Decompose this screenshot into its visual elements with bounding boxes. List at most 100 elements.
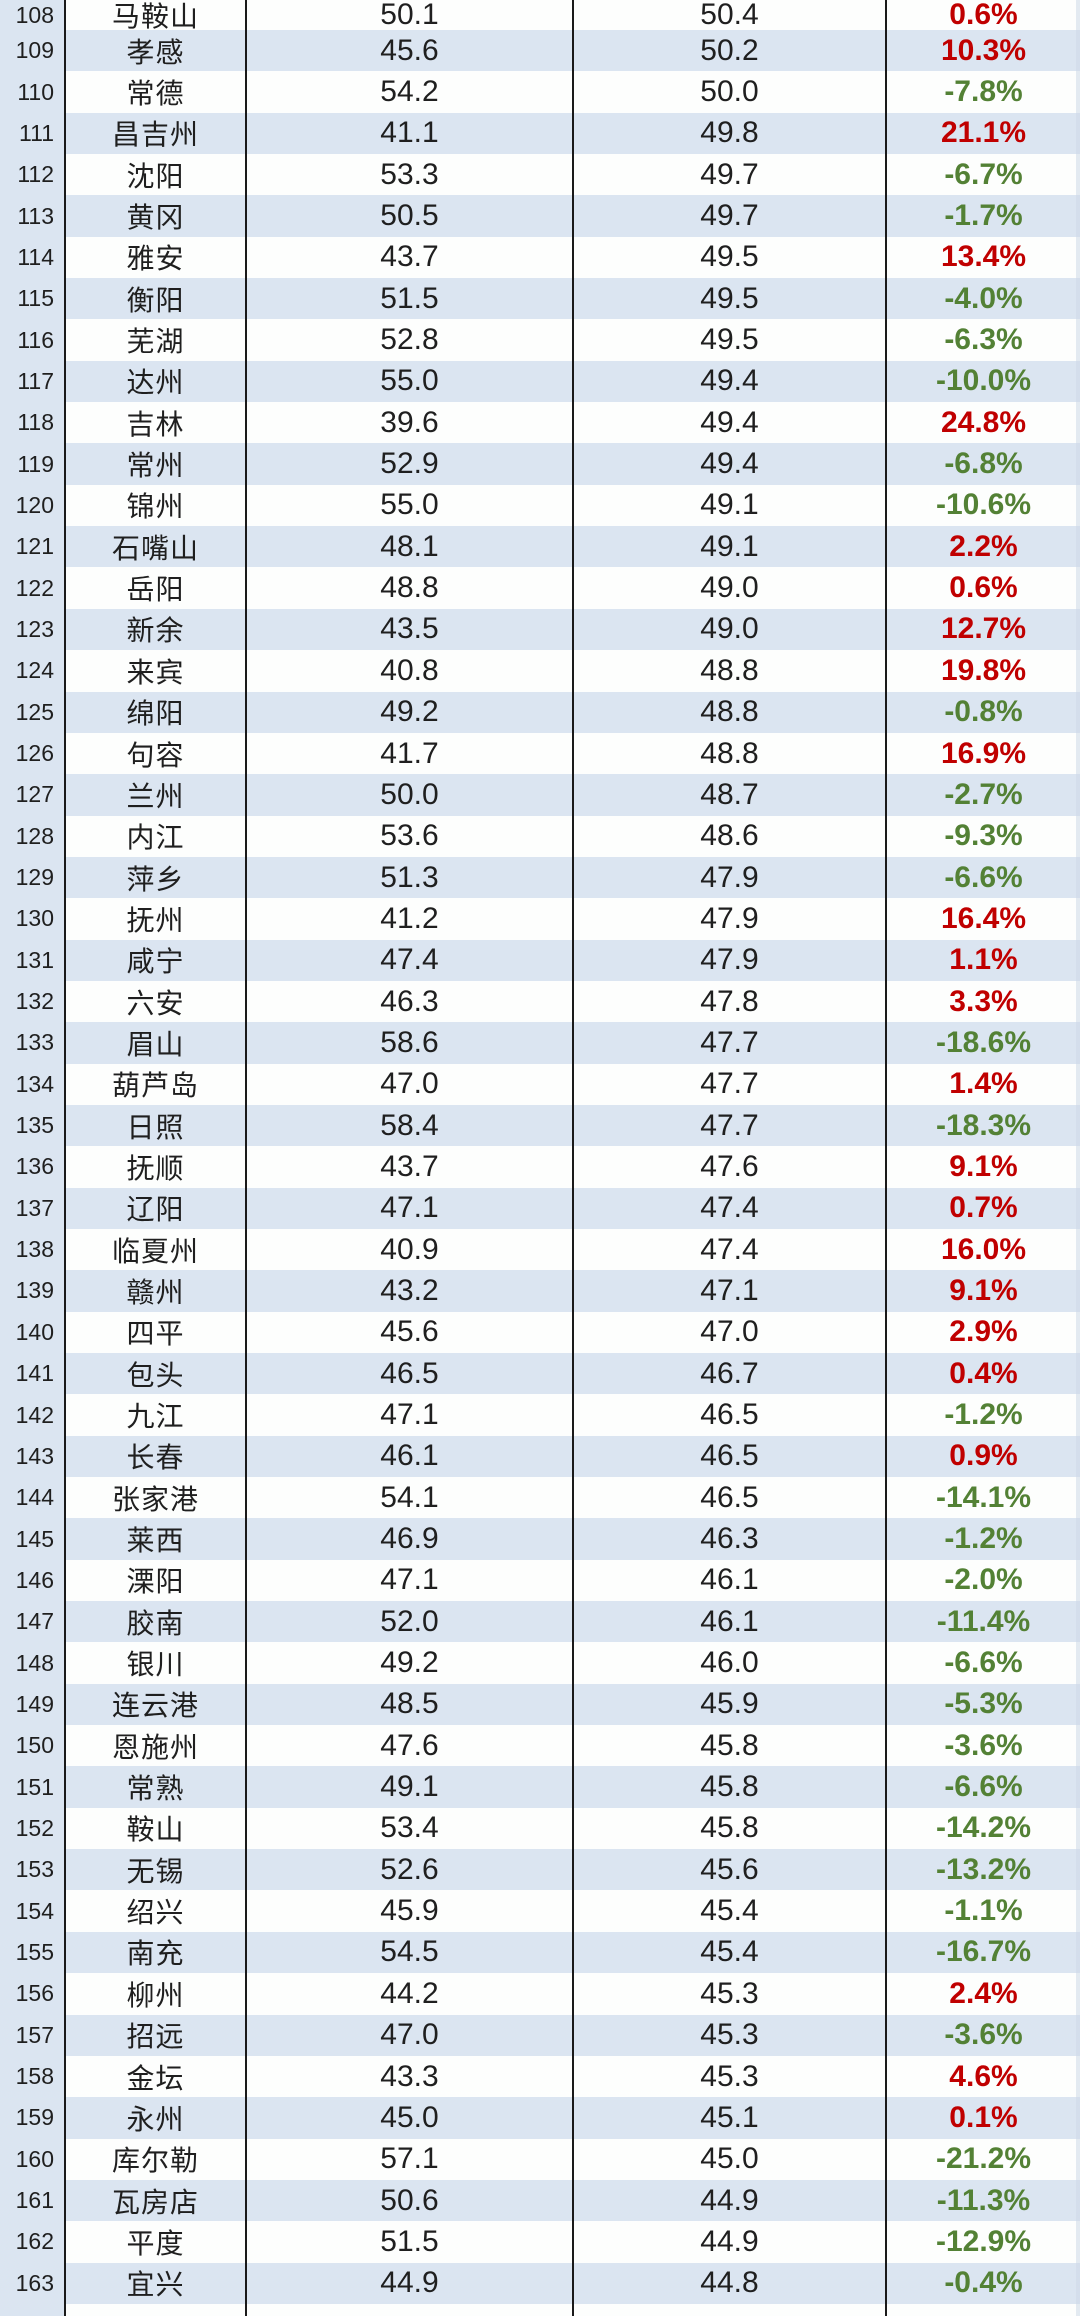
value2-cell: 47.4 bbox=[572, 1228, 885, 1271]
city-cell: 达州 bbox=[64, 360, 245, 403]
percent-change-cell: -6.6% bbox=[885, 1766, 1080, 1808]
city-cell: 日照 bbox=[64, 1104, 245, 1147]
table-row: 141 包头 46.5 46.7 0.4% bbox=[0, 1353, 1080, 1395]
percent-change-cell: 2.2% bbox=[885, 526, 1080, 568]
percent-change-cell: 0.4% bbox=[885, 1353, 1080, 1395]
table-row: 113 黄冈 50.5 49.7 -1.7% bbox=[0, 195, 1080, 237]
rank-cell: 157 bbox=[0, 2014, 64, 2056]
percent-change-cell: 1.1% bbox=[885, 939, 1080, 981]
city-cell: 南充 bbox=[64, 1931, 245, 1974]
city-cell: 来宾 bbox=[64, 650, 245, 692]
rank-cell: 139 bbox=[0, 1270, 64, 1312]
percent-change-cell: -10.6% bbox=[885, 484, 1080, 527]
table-row: 163 宜兴 44.9 44.8 -0.4% bbox=[0, 2262, 1080, 2304]
city-cell: 瓦房店 bbox=[64, 2179, 245, 2222]
table-row: 111 昌吉州 41.1 49.8 21.1% bbox=[0, 112, 1080, 155]
rank-cell: 150 bbox=[0, 1725, 64, 1767]
table-row: 155 南充 54.5 45.4 -16.7% bbox=[0, 1931, 1080, 1974]
percent-change-cell: -18.3% bbox=[885, 1104, 1080, 1147]
percent-change-cell: -7.8% bbox=[885, 71, 1080, 113]
value2-cell: 48.8 bbox=[572, 732, 885, 775]
table-row: 140 四平 45.6 47.0 2.9% bbox=[0, 1311, 1080, 1353]
rank-cell: 140 bbox=[0, 1311, 64, 1353]
value1-cell: 58.4 bbox=[245, 1104, 572, 1147]
value1-cell: 47.1 bbox=[245, 1559, 572, 1602]
rank-cell bbox=[0, 2303, 64, 2316]
value2-cell: 50.0 bbox=[572, 71, 885, 113]
city-cell: 长春 bbox=[64, 1435, 245, 1478]
city-cell: 咸宁 bbox=[64, 939, 245, 981]
value2-cell: 45.3 bbox=[572, 2014, 885, 2056]
value1-cell: 55.0 bbox=[245, 360, 572, 403]
value1-cell: 54.5 bbox=[245, 1931, 572, 1974]
city-cell: 兰州 bbox=[64, 774, 245, 816]
city-cell: 胶南 bbox=[64, 1601, 245, 1643]
city-cell: 鞍山 bbox=[64, 1807, 245, 1850]
value2-cell: 49.5 bbox=[572, 278, 885, 320]
rank-cell: 138 bbox=[0, 1228, 64, 1271]
rank-cell: 151 bbox=[0, 1766, 64, 1808]
table-row: 148 银川 49.2 46.0 -6.6% bbox=[0, 1642, 1080, 1684]
city-cell: 常熟 bbox=[64, 1766, 245, 1808]
percent-change-cell: -11.3% bbox=[885, 2179, 1080, 2222]
city-cell: 四平 bbox=[64, 1311, 245, 1353]
city-cell: 抚顺 bbox=[64, 1146, 245, 1188]
value2-cell: 47.0 bbox=[572, 1311, 885, 1353]
value2-cell: 49.4 bbox=[572, 443, 885, 485]
rank-cell: 163 bbox=[0, 2262, 64, 2304]
table-row: 134 葫芦岛 47.0 47.7 1.4% bbox=[0, 1063, 1080, 1105]
value1-cell: 45.6 bbox=[245, 1311, 572, 1353]
table-row: 143 长春 46.1 46.5 0.9% bbox=[0, 1435, 1080, 1478]
value2-cell: 49.8 bbox=[572, 112, 885, 155]
percent-change-cell: -6.3% bbox=[885, 319, 1080, 361]
rank-cell: 141 bbox=[0, 1353, 64, 1395]
value2-cell: 46.5 bbox=[572, 1394, 885, 1436]
value2-cell: 47.1 bbox=[572, 1270, 885, 1312]
city-cell: 孝感 bbox=[64, 30, 245, 72]
rank-cell: 108 bbox=[0, 0, 64, 30]
city-cell: 莱西 bbox=[64, 1518, 245, 1560]
value2-cell: 47.7 bbox=[572, 1063, 885, 1105]
value2-cell: 46.3 bbox=[572, 1518, 885, 1560]
percent-change-cell: -14.1% bbox=[885, 1477, 1080, 1519]
value2-cell: 49.7 bbox=[572, 195, 885, 237]
percent-change-cell: -6.6% bbox=[885, 1642, 1080, 1684]
value2-cell bbox=[572, 2303, 885, 2316]
value1-cell: 54.2 bbox=[245, 71, 572, 113]
table-row: 127 兰州 50.0 48.7 -2.7% bbox=[0, 774, 1080, 816]
value2-cell: 47.9 bbox=[572, 939, 885, 981]
value2-cell: 49.0 bbox=[572, 608, 885, 651]
percent-change-cell: 24.8% bbox=[885, 402, 1080, 444]
percent-change-cell: -10.0% bbox=[885, 360, 1080, 403]
rank-cell: 117 bbox=[0, 360, 64, 403]
value1-cell: 49.2 bbox=[245, 1642, 572, 1684]
value1-cell: 53.3 bbox=[245, 154, 572, 196]
table-row: 158 金坛 43.3 45.3 4.6% bbox=[0, 2055, 1080, 2098]
city-cell: 衡阳 bbox=[64, 278, 245, 320]
value2-cell: 44.8 bbox=[572, 2262, 885, 2304]
percent-change-cell: -1.1% bbox=[885, 1890, 1080, 1932]
percent-change-cell: 9.1% bbox=[885, 1146, 1080, 1188]
value1-cell: 52.9 bbox=[245, 443, 572, 485]
rank-cell: 145 bbox=[0, 1518, 64, 1560]
rank-cell: 125 bbox=[0, 691, 64, 733]
table-row: 131 咸宁 47.4 47.9 1.1% bbox=[0, 939, 1080, 981]
value1-cell: 54.1 bbox=[245, 1477, 572, 1519]
table-row: 135 日照 58.4 47.7 -18.3% bbox=[0, 1104, 1080, 1147]
city-cell: 赣州 bbox=[64, 1270, 245, 1312]
table-row: 130 抚州 41.2 47.9 16.4% bbox=[0, 898, 1080, 940]
table-row: 137 辽阳 47.1 47.4 0.7% bbox=[0, 1187, 1080, 1229]
table-row: 136 抚顺 43.7 47.6 9.1% bbox=[0, 1146, 1080, 1188]
value1-cell: 43.5 bbox=[245, 608, 572, 651]
table-row: 124 来宾 40.8 48.8 19.8% bbox=[0, 650, 1080, 692]
table-row: 118 吉林 39.6 49.4 24.8% bbox=[0, 402, 1080, 444]
city-cell: 辽阳 bbox=[64, 1187, 245, 1229]
table-row: 153 无锡 52.6 45.6 -13.2% bbox=[0, 1849, 1080, 1891]
city-cell: 宜兴 bbox=[64, 2262, 245, 2304]
table-row: 110 常德 54.2 50.0 -7.8% bbox=[0, 71, 1080, 113]
rank-cell: 152 bbox=[0, 1807, 64, 1850]
percent-change-cell: -6.7% bbox=[885, 154, 1080, 196]
value2-cell: 49.4 bbox=[572, 402, 885, 444]
